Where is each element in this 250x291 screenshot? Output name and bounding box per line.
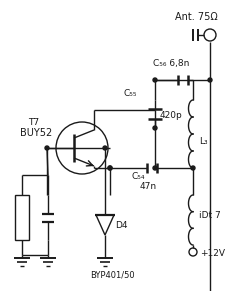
Text: BYP401/50: BYP401/50	[90, 270, 134, 279]
Circle shape	[153, 78, 157, 82]
Text: +12V: +12V	[200, 249, 225, 258]
Text: iDt 7: iDt 7	[199, 210, 221, 219]
Circle shape	[208, 78, 212, 82]
Text: D4: D4	[115, 221, 128, 230]
Text: 420p: 420p	[160, 111, 183, 120]
Text: BUY52: BUY52	[20, 128, 52, 138]
Text: Ant. 75Ω: Ant. 75Ω	[175, 12, 218, 22]
Bar	[15, 195, 29, 240]
Circle shape	[191, 166, 195, 170]
Text: C₅₆ 6,8n: C₅₆ 6,8n	[153, 59, 190, 68]
Circle shape	[103, 146, 107, 150]
Circle shape	[108, 166, 112, 170]
Text: T7: T7	[28, 118, 39, 127]
Text: C₅₄: C₅₄	[132, 172, 145, 181]
Text: 47n: 47n	[140, 182, 156, 191]
Circle shape	[153, 166, 157, 170]
Text: C₅₅: C₅₅	[123, 89, 136, 98]
Text: L₃: L₃	[199, 138, 207, 146]
Circle shape	[108, 166, 112, 170]
Circle shape	[45, 146, 49, 150]
Circle shape	[153, 126, 157, 130]
